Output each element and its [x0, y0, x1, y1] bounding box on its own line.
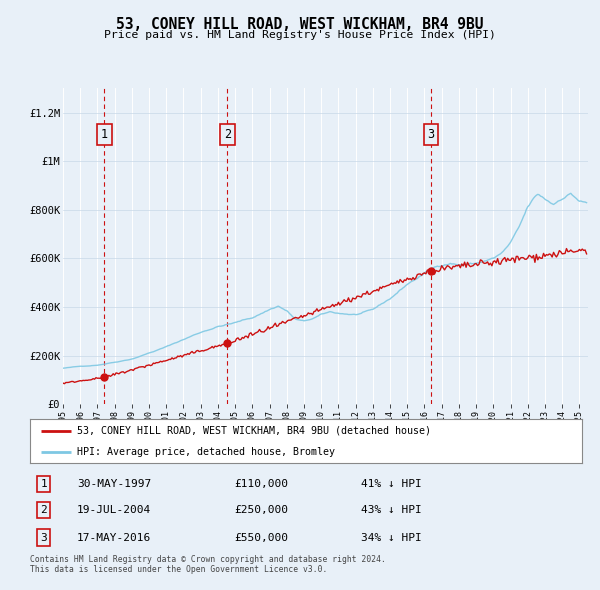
Text: 30-MAY-1997: 30-MAY-1997 — [77, 479, 151, 489]
Text: Contains HM Land Registry data © Crown copyright and database right 2024.
This d: Contains HM Land Registry data © Crown c… — [30, 555, 386, 574]
Text: £550,000: £550,000 — [234, 533, 288, 543]
Text: 34% ↓ HPI: 34% ↓ HPI — [361, 533, 422, 543]
Text: 43% ↓ HPI: 43% ↓ HPI — [361, 506, 422, 515]
Text: 53, CONEY HILL ROAD, WEST WICKHAM, BR4 9BU (detached house): 53, CONEY HILL ROAD, WEST WICKHAM, BR4 9… — [77, 426, 431, 436]
Text: 19-JUL-2004: 19-JUL-2004 — [77, 506, 151, 515]
Text: 53, CONEY HILL ROAD, WEST WICKHAM, BR4 9BU: 53, CONEY HILL ROAD, WEST WICKHAM, BR4 9… — [116, 17, 484, 31]
Text: 1: 1 — [101, 128, 108, 141]
Text: 2: 2 — [224, 128, 231, 141]
Text: £250,000: £250,000 — [234, 506, 288, 515]
Text: 1: 1 — [40, 479, 47, 489]
Text: 17-MAY-2016: 17-MAY-2016 — [77, 533, 151, 543]
Text: HPI: Average price, detached house, Bromley: HPI: Average price, detached house, Brom… — [77, 447, 335, 457]
Text: Price paid vs. HM Land Registry's House Price Index (HPI): Price paid vs. HM Land Registry's House … — [104, 30, 496, 40]
Text: 41% ↓ HPI: 41% ↓ HPI — [361, 479, 422, 489]
Text: £110,000: £110,000 — [234, 479, 288, 489]
Text: 3: 3 — [427, 128, 434, 141]
Text: 2: 2 — [40, 506, 47, 515]
Text: 3: 3 — [40, 533, 47, 543]
